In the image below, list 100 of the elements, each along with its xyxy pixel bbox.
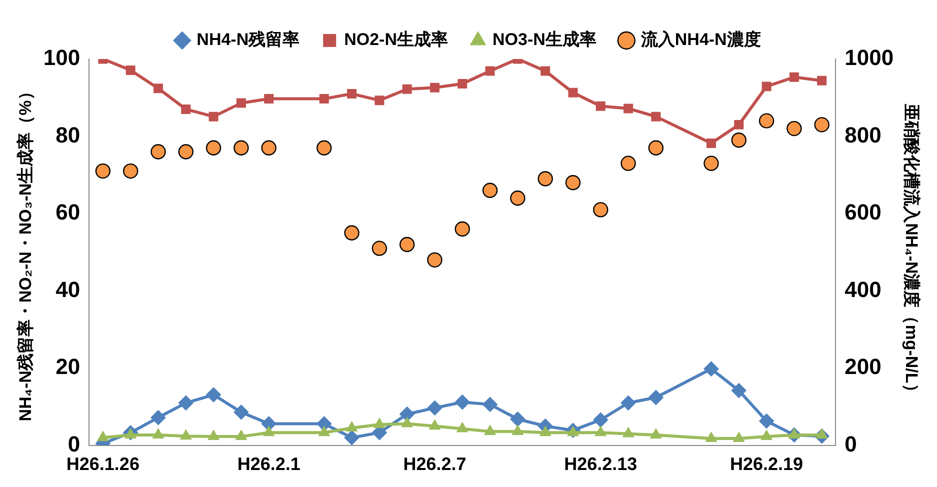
- point: [512, 424, 524, 435]
- y-tick-label: 100: [43, 45, 80, 70]
- point: [181, 104, 191, 114]
- point: [153, 84, 163, 94]
- point: [620, 156, 636, 171]
- point: [758, 113, 774, 128]
- point: [122, 163, 138, 179]
- legend-label: NO3-N生成率: [492, 30, 596, 50]
- point: [236, 98, 246, 108]
- point: [817, 76, 827, 86]
- x-tick-label: H26.2.13: [564, 454, 638, 474]
- legend-label: 流入NH4-N濃度: [640, 30, 761, 50]
- point: [346, 422, 358, 432]
- point: [264, 94, 274, 104]
- point: [484, 424, 496, 435]
- point: [482, 396, 498, 412]
- point: [540, 66, 550, 76]
- point: [427, 252, 442, 268]
- point: [402, 84, 412, 94]
- point: [399, 236, 415, 252]
- point: [344, 225, 360, 240]
- point: [234, 140, 249, 156]
- y2-tick-label: 200: [844, 354, 882, 380]
- point: [734, 120, 744, 130]
- y2-tick-label: 800: [844, 122, 882, 148]
- point: [316, 140, 332, 156]
- point: [150, 144, 166, 160]
- point: [565, 175, 581, 190]
- point: [786, 120, 802, 136]
- point: [261, 140, 276, 156]
- point: [789, 72, 799, 82]
- x-tick-label: H26.2.7: [403, 454, 466, 474]
- y-axis-title: NH₄-N残留率・NO₂-N・NO₃-N生成率（%）: [16, 83, 35, 422]
- point: [401, 417, 413, 428]
- point: [482, 182, 498, 198]
- x-tick-label: H26.2.19: [730, 454, 804, 474]
- point: [731, 132, 746, 148]
- point: [704, 361, 719, 376]
- point: [485, 66, 495, 76]
- x-tick-label: H26.1.26: [66, 454, 140, 474]
- point: [596, 101, 606, 111]
- point: [319, 94, 329, 104]
- point: [568, 88, 578, 98]
- point: [427, 400, 442, 416]
- point: [648, 140, 664, 156]
- point: [126, 65, 136, 75]
- point: [759, 414, 774, 429]
- point: [760, 430, 772, 440]
- point: [430, 82, 440, 92]
- point: [180, 430, 192, 440]
- point: [704, 156, 719, 171]
- point: [374, 418, 386, 428]
- point: [206, 140, 222, 156]
- point: [347, 89, 357, 99]
- point: [208, 430, 220, 440]
- point: [178, 395, 194, 410]
- point: [208, 112, 218, 122]
- point: [178, 144, 194, 160]
- y2-tick-label: 1000: [844, 45, 894, 70]
- y-tick-label: 40: [56, 276, 80, 302]
- point: [206, 387, 222, 402]
- point: [538, 171, 553, 186]
- y2-tick-label: 600: [844, 200, 882, 225]
- x-tick-label: H26.2.1: [237, 454, 300, 474]
- point: [650, 428, 662, 438]
- point: [648, 390, 664, 405]
- point: [620, 395, 636, 410]
- point: [344, 430, 360, 446]
- point: [456, 422, 468, 432]
- point: [372, 240, 388, 256]
- point: [97, 431, 109, 442]
- point: [95, 163, 111, 179]
- point: [263, 426, 275, 436]
- point: [510, 412, 526, 427]
- point: [651, 112, 661, 122]
- y2-tick-label: 0: [844, 431, 857, 456]
- point: [706, 138, 716, 148]
- legend-label: NH4-N残留率: [196, 30, 300, 50]
- point: [374, 96, 384, 106]
- point: [458, 78, 468, 88]
- point: [594, 426, 606, 436]
- point: [593, 202, 608, 218]
- point: [622, 427, 634, 438]
- point: [731, 383, 746, 398]
- point: [814, 117, 830, 132]
- point: [152, 428, 164, 438]
- point: [624, 104, 634, 114]
- point: [150, 410, 166, 426]
- y2-tick-label: 400: [844, 276, 882, 302]
- point: [510, 190, 526, 206]
- point: [540, 426, 552, 436]
- point: [454, 221, 470, 237]
- y-tick-label: 80: [56, 122, 80, 148]
- point: [454, 394, 470, 410]
- point: [593, 412, 608, 428]
- y-tick-label: 60: [56, 200, 80, 225]
- point: [706, 432, 717, 442]
- point: [429, 420, 440, 430]
- y2-axis-title: 亜硝酸化槽流入NH₄-N濃度（mg-N/L）: [902, 103, 922, 400]
- legend-label: NO2-N生成率: [344, 30, 448, 50]
